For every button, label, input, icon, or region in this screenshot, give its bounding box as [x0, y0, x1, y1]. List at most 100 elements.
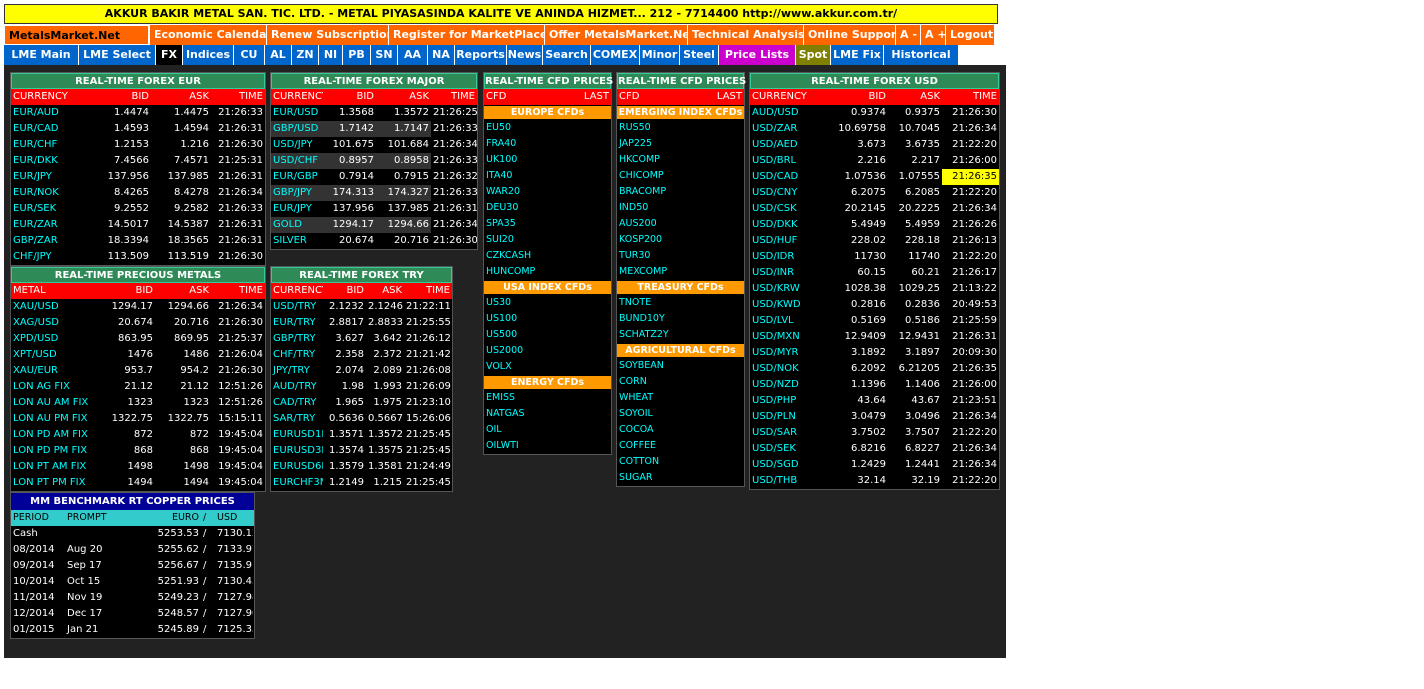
table-row[interactable]: USD/NZD 1.1396 1.1406 21:26:00: [750, 377, 999, 393]
nav-link-a-[interactable]: A +: [921, 25, 947, 45]
table-row[interactable]: USD/KRW 1028.38 1029.25 21:13:22: [750, 281, 999, 297]
nav-link-technical-analysis[interactable]: Technical Analysis: [688, 25, 805, 45]
table-row[interactable]: EURCHF3M 1.2149 1.215 21:25:45: [271, 475, 452, 491]
table-row[interactable]: EUR/GBP 0.7914 0.7915 21:26:32: [271, 169, 477, 185]
tab-news[interactable]: News: [507, 45, 542, 65]
tab-sn[interactable]: SN: [371, 45, 397, 65]
table-row[interactable]: USD/NOK 6.2092 6.21205 21:26:35: [750, 361, 999, 377]
cfd-link[interactable]: TUR30: [619, 250, 651, 261]
table-row[interactable]: LON PT AM FIX 1498 1498 19:45:04: [11, 459, 265, 475]
table-row[interactable]: USD/PHP 43.64 43.67 21:23:51: [750, 393, 999, 409]
cfd-link[interactable]: SOYOIL: [619, 408, 653, 419]
table-row[interactable]: XPT/USD 1476 1486 21:26:04: [11, 347, 265, 363]
cfd-link[interactable]: SPA35: [486, 218, 516, 229]
table-row[interactable]: USD/KWD 0.2816 0.2836 20:49:53: [750, 297, 999, 313]
cfd-link[interactable]: HUNCOMP: [486, 266, 536, 277]
table-row[interactable]: XPD/USD 863.95 869.95 21:25:37: [11, 331, 265, 347]
cfd-link[interactable]: CHICOMP: [619, 170, 664, 181]
cfd-link[interactable]: US100: [486, 313, 518, 324]
table-row[interactable]: LON AU PM FIX 1322.75 1322.75 15:15:11: [11, 411, 265, 427]
cfd-link[interactable]: COTTON: [619, 456, 660, 467]
nav-link-offer-metalsmarket-net[interactable]: Offer MetalsMarket.Net: [545, 25, 695, 45]
table-row[interactable]: EUR/DKK 7.4566 7.4571 21:25:31: [11, 153, 265, 169]
cfd-link[interactable]: OILWTI: [486, 440, 519, 451]
table-row[interactable]: CAD/TRY 1.965 1.975 21:23:10: [271, 395, 452, 411]
tab-fx[interactable]: FX: [156, 45, 182, 65]
table-row[interactable]: USD/JPY 101.675 101.684 21:26:34: [271, 137, 477, 153]
table-row[interactable]: USD/SEK 6.8216 6.8227 21:26:34: [750, 441, 999, 457]
table-row[interactable]: USD/TRY 2.1232 2.1246 21:22:11: [271, 299, 452, 315]
table-row[interactable]: EUR/ZAR 14.5017 14.5387 21:26:31: [11, 217, 265, 233]
table-row[interactable]: SILVER 20.674 20.716 21:26:30: [271, 233, 477, 249]
table-row[interactable]: USD/MYR 3.1892 3.1897 20:09:30: [750, 345, 999, 361]
table-row[interactable]: EUR/NOK 8.4265 8.4278 21:26:34: [11, 185, 265, 201]
table-row[interactable]: USD/CNY 6.2075 6.2085 21:22:20: [750, 185, 999, 201]
table-row[interactable]: XAG/USD 20.674 20.716 21:26:30: [11, 315, 265, 331]
table-row[interactable]: CHF/TRY 2.358 2.372 21:21:42: [271, 347, 452, 363]
table-row[interactable]: EUR/JPY 137.956 137.985 21:26:31: [271, 201, 477, 217]
table-row[interactable]: AUD/TRY 1.98 1.993 21:26:09: [271, 379, 452, 395]
cfd-link[interactable]: EU50: [486, 122, 512, 133]
tab-na[interactable]: NA: [428, 45, 454, 65]
table-row[interactable]: USD/PLN 3.0479 3.0496 21:26:34: [750, 409, 999, 425]
tab-lme-select[interactable]: LME Select: [79, 45, 155, 65]
tab-zn[interactable]: ZN: [292, 45, 318, 65]
cfd-link[interactable]: OIL: [486, 424, 502, 435]
table-row[interactable]: EUR/CAD 1.4593 1.4594 21:26:31: [11, 121, 265, 137]
cfd-link[interactable]: ITA40: [486, 170, 513, 181]
cfd-link[interactable]: RUS50: [619, 122, 651, 133]
tab-ni[interactable]: NI: [319, 45, 342, 65]
table-row[interactable]: USD/ZAR 10.69758 10.7045 21:26:34: [750, 121, 999, 137]
tab-price-lists[interactable]: Price Lists: [719, 45, 795, 65]
tab-lme-fix[interactable]: LME Fix: [831, 45, 883, 65]
cfd-link[interactable]: DEU30: [486, 202, 519, 213]
tab-spot[interactable]: Spot: [796, 45, 830, 65]
table-row[interactable]: USD/MXN 12.9409 12.9431 21:26:31: [750, 329, 999, 345]
table-row[interactable]: USD/DKK 5.4949 5.4959 21:26:26: [750, 217, 999, 233]
cfd-link[interactable]: US2000: [486, 345, 524, 356]
table-row[interactable]: GBP/JPY 174.313 174.327 21:26:33: [271, 185, 477, 201]
cfd-link[interactable]: MEXCOMP: [619, 266, 668, 277]
table-row[interactable]: LON PD AM FIX 872 872 19:45:04: [11, 427, 265, 443]
table-row[interactable]: USD/HUF 228.02 228.18 21:26:13: [750, 233, 999, 249]
cfd-link[interactable]: COFFEE: [619, 440, 657, 451]
table-row[interactable]: GBP/TRY 3.627 3.642 21:26:12: [271, 331, 452, 347]
cfd-link[interactable]: CORN: [619, 376, 647, 387]
table-row[interactable]: SAR/TRY 0.5636 0.5667 15:26:06: [271, 411, 452, 427]
nav-link-metalsmarket-net[interactable]: MetalsMarket.Net: [4, 25, 149, 45]
cfd-link[interactable]: AUS200: [619, 218, 657, 229]
table-row[interactable]: LON AU AM FIX 1323 1323 12:51:26: [11, 395, 265, 411]
table-row[interactable]: XAU/EUR 953.7 954.2 21:26:30: [11, 363, 265, 379]
cfd-link[interactable]: NATGAS: [486, 408, 525, 419]
table-row[interactable]: USD/CAD 1.07536 1.07555 21:26:35: [750, 169, 999, 185]
cfd-link[interactable]: COCOA: [619, 424, 654, 435]
table-row[interactable]: GBP/USD 1.7142 1.7147 21:26:33: [271, 121, 477, 137]
cfd-link[interactable]: US500: [486, 329, 518, 340]
table-row[interactable]: LON PT PM FIX 1494 1494 19:45:04: [11, 475, 265, 491]
table-row[interactable]: USD/LVL 0.5169 0.5186 21:25:59: [750, 313, 999, 329]
table-row[interactable]: GOLD 1294.17 1294.66 21:26:34: [271, 217, 477, 233]
tab-reports[interactable]: Reports: [455, 45, 506, 65]
table-row[interactable]: USD/THB 32.14 32.19 21:22:20: [750, 473, 999, 489]
table-row[interactable]: EUR/USD 1.3568 1.3572 21:26:25: [271, 105, 477, 121]
table-row[interactable]: USD/INR 60.15 60.21 21:26:17: [750, 265, 999, 281]
cfd-link[interactable]: IND50: [619, 202, 649, 213]
tab-indices[interactable]: Indices: [183, 45, 233, 65]
table-row[interactable]: XAU/USD 1294.17 1294.66 21:26:34: [11, 299, 265, 315]
nav-link-renew-subscription[interactable]: Renew Subscription: [267, 25, 394, 45]
cfd-link[interactable]: HKCOMP: [619, 154, 660, 165]
cfd-link[interactable]: KOSP200: [619, 234, 663, 245]
table-row[interactable]: EUR/CHF 1.2153 1.216 21:26:30: [11, 137, 265, 153]
table-row[interactable]: USD/IDR 11730 11740 21:22:20: [750, 249, 999, 265]
tab-search[interactable]: Search: [543, 45, 590, 65]
cfd-link[interactable]: UK100: [486, 154, 518, 165]
tab-aa[interactable]: AA: [398, 45, 427, 65]
cfd-link[interactable]: WAR20: [486, 186, 521, 197]
tab-cu[interactable]: CU: [234, 45, 264, 65]
table-row[interactable]: CHF/JPY 113.509 113.519 21:26:30: [11, 249, 265, 265]
tab-comex[interactable]: COMEX: [591, 45, 639, 65]
nav-link-register-for-marketplace[interactable]: Register for MarketPlace: [389, 25, 547, 45]
